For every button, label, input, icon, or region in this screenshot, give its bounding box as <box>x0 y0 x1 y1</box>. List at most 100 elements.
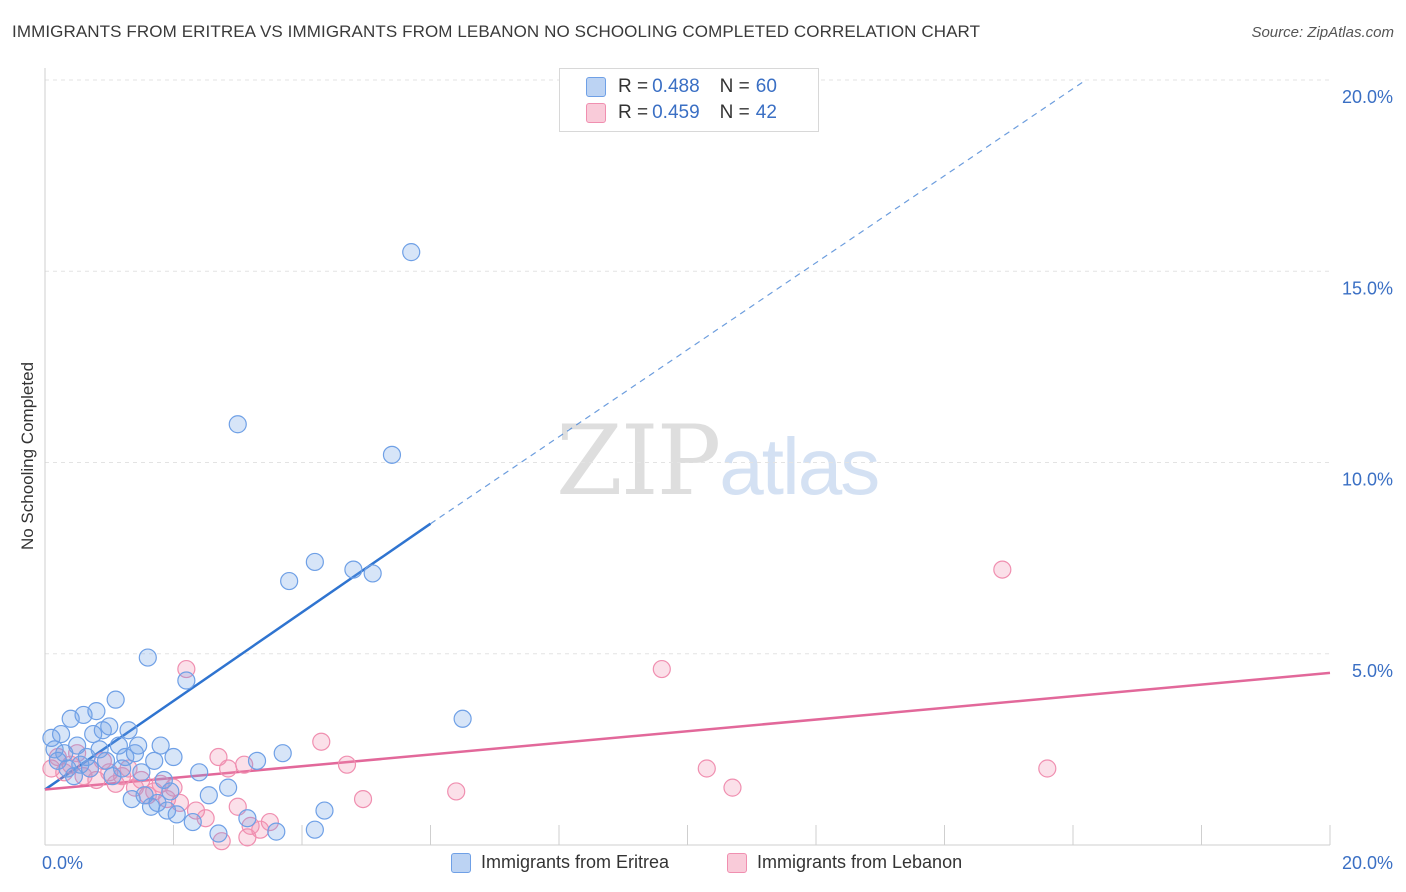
eritrea-point <box>145 751 164 770</box>
grid-lines <box>45 79 1330 655</box>
chart-title: IMMIGRANTS FROM ERITREA VS IMMIGRANTS FR… <box>12 22 981 41</box>
lebanon-point <box>68 744 87 763</box>
legend-label-lebanon: Immigrants from Lebanon <box>757 852 963 872</box>
eritrea-point <box>199 786 218 805</box>
eritrea-point <box>238 809 257 828</box>
eritrea-point <box>402 243 421 262</box>
eritrea-point <box>183 812 202 832</box>
eritrea-point <box>267 822 286 841</box>
y-tick-label: 10.0% <box>1342 470 1393 490</box>
eritrea-point <box>305 820 324 839</box>
eritrea-trend-extension <box>430 79 1087 525</box>
eritrea-point <box>209 824 228 843</box>
eritrea-point <box>64 767 84 786</box>
lebanon-point <box>1038 759 1057 778</box>
lebanon-point <box>260 812 279 832</box>
eritrea-point <box>100 717 119 736</box>
tick-labels: 5.0% 10.0% 15.0% 20.0% 0.0% 20.0% <box>42 87 1393 873</box>
eritrea-point <box>154 770 173 790</box>
eritrea-point <box>280 571 299 591</box>
n-label: N = <box>719 102 750 123</box>
eritrea-point <box>96 751 116 770</box>
eritrea-point <box>132 763 151 782</box>
eritrea-point <box>228 415 247 434</box>
eritrea-point <box>80 759 100 778</box>
legend-row-lebanon: R = 0.459 N = 42 <box>586 101 777 125</box>
lebanon-point <box>652 659 671 679</box>
data-points <box>42 243 1057 851</box>
watermark: ZIPatlas <box>556 405 880 517</box>
eritrea-point <box>273 744 292 763</box>
watermark-zip: ZIP <box>556 405 721 517</box>
n-value: 60 <box>755 76 777 97</box>
r-label: R = <box>618 76 649 97</box>
eritrea-point <box>151 736 170 755</box>
y-tick-label: 15.0% <box>1342 278 1393 298</box>
eritrea-point <box>109 736 128 755</box>
eritrea-point <box>116 747 135 767</box>
eritrea-point <box>161 782 180 801</box>
x-tick-label: 0.0% <box>42 853 83 873</box>
lebanon-point <box>219 759 238 778</box>
eritrea-point <box>112 759 132 778</box>
lebanon-swatch <box>586 103 606 123</box>
y-tick-label: 20.0% <box>1342 87 1393 107</box>
eritrea-point <box>344 560 363 579</box>
source-credit: Source: ZipAtlas.com <box>1251 24 1394 41</box>
series-legend: Immigrants from Eritrea Immigrants from … <box>0 852 1406 876</box>
eritrea-point <box>247 751 267 770</box>
eritrea-point <box>138 648 157 667</box>
legend-row-eritrea: R = 0.488 N = 60 <box>586 75 777 99</box>
legend-label-eritrea: Immigrants from Eritrea <box>481 852 670 872</box>
eritrea-point <box>177 671 196 690</box>
correlation-legend: R = 0.488 N = 60 R = 0.459 N = 42 <box>559 68 819 132</box>
eritrea-point <box>157 801 177 820</box>
lebanon-point <box>993 560 1012 579</box>
lebanon-point <box>697 759 716 778</box>
lebanon-point <box>337 755 357 774</box>
lebanon-point <box>312 732 331 751</box>
eritrea-point <box>106 690 125 709</box>
eritrea-point <box>90 740 109 759</box>
eritrea-point <box>84 724 103 744</box>
eritrea-swatch <box>586 77 606 97</box>
lebanon-point <box>238 828 257 847</box>
n-label: N = <box>719 76 750 97</box>
r-label: R = <box>618 102 649 123</box>
eritrea-point <box>190 763 209 782</box>
x-tick-label: 20.0% <box>1342 853 1393 873</box>
eritrea-point <box>103 767 122 786</box>
lebanon-point <box>132 770 151 790</box>
legend-item-lebanon[interactable]: Immigrants from Lebanon <box>727 852 962 873</box>
r-value: 0.459 <box>652 102 700 123</box>
eritrea-point <box>51 724 71 744</box>
eritrea-point <box>148 793 167 813</box>
watermark-atlas: atlas <box>719 422 880 511</box>
eritrea-point <box>315 801 334 820</box>
legend-item-eritrea[interactable]: Immigrants from Eritrea <box>451 852 669 873</box>
lebanon-swatch <box>727 852 747 873</box>
eritrea-point <box>219 778 238 797</box>
eritrea-point <box>363 564 382 583</box>
lebanon-point <box>186 801 206 820</box>
lebanon-trend-line <box>44 671 1331 791</box>
eritrea-point <box>129 736 148 755</box>
eritrea-point <box>45 740 64 759</box>
eritrea-swatch <box>451 852 471 873</box>
r-value: 0.488 <box>652 76 700 97</box>
axes <box>44 68 1331 846</box>
n-value: 42 <box>755 102 777 123</box>
y-tick-label: 5.0% <box>1352 661 1393 681</box>
eritrea-point <box>164 747 183 767</box>
lebanon-point <box>723 778 742 797</box>
eritrea-point <box>382 445 402 464</box>
eritrea-point <box>42 728 61 748</box>
eritrea-point <box>87 702 106 721</box>
lebanon-point <box>353 789 373 809</box>
eritrea-point <box>453 709 472 728</box>
eritrea-point <box>167 805 186 824</box>
trend-lines <box>44 79 1331 791</box>
eritrea-point <box>305 552 324 572</box>
eritrea-point <box>119 721 138 740</box>
